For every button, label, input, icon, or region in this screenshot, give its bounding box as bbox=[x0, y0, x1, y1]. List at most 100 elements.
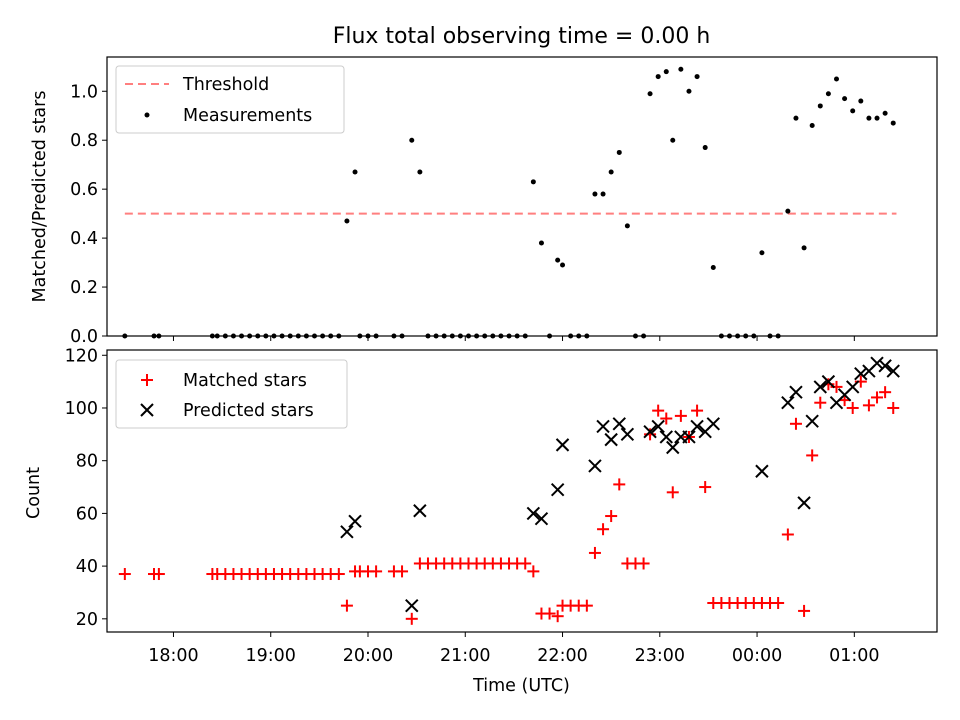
measurement-point bbox=[417, 169, 423, 175]
measurement-point bbox=[702, 145, 708, 151]
top-y-tick-label: 1.0 bbox=[70, 82, 98, 102]
matched-star-marker bbox=[699, 481, 712, 494]
measurement-point bbox=[801, 245, 807, 251]
matched-star-marker bbox=[789, 417, 802, 430]
predicted-star-marker bbox=[690, 419, 704, 434]
matched-star-marker bbox=[340, 599, 353, 612]
measurement-point bbox=[817, 103, 823, 109]
measurement-point bbox=[555, 257, 561, 263]
bottom-y-axis-label: Count bbox=[24, 467, 44, 519]
measurement-point bbox=[655, 74, 661, 80]
measurement-point bbox=[694, 74, 700, 80]
predicted-star-marker bbox=[413, 504, 427, 518]
top-legend-measurements-label: Measurements bbox=[183, 106, 312, 126]
top-y-tick-label: 0.8 bbox=[70, 131, 98, 151]
matched-star-marker bbox=[605, 510, 618, 523]
bottom-y-tick-label: 60 bbox=[76, 504, 98, 524]
matched-star-marker bbox=[660, 412, 673, 425]
predicted-star-marker bbox=[340, 525, 354, 539]
matched-star-marker bbox=[666, 486, 679, 499]
matched-star-marker bbox=[862, 399, 875, 412]
x-tick-label: 19:00 bbox=[246, 646, 296, 666]
measurement-point bbox=[710, 264, 716, 270]
predicted-star-marker bbox=[651, 419, 665, 434]
bottom-legend-matched-label: Matched stars bbox=[183, 371, 307, 391]
predicted-star-marker bbox=[550, 482, 565, 497]
top-y-tick-label: 0.0 bbox=[70, 327, 98, 347]
measurement-point bbox=[759, 250, 765, 256]
matched-star-marker bbox=[527, 565, 540, 578]
bottom-y-tick-label: 100 bbox=[65, 399, 98, 419]
measurement-point bbox=[678, 66, 684, 72]
matched-star-marker bbox=[798, 604, 811, 617]
matched-star-marker bbox=[396, 565, 409, 578]
predicted-star-marker bbox=[612, 417, 626, 431]
top-legend-box bbox=[115, 65, 345, 134]
measurement-point bbox=[686, 88, 692, 94]
measurement-point bbox=[874, 115, 880, 121]
predicted-star-marker bbox=[588, 459, 602, 473]
top-y-tick-label: 0.4 bbox=[70, 229, 98, 249]
measurement-point bbox=[858, 98, 864, 104]
matched-star-marker bbox=[370, 565, 383, 578]
predicted-star-marker bbox=[659, 430, 673, 444]
matched-star-marker bbox=[543, 607, 556, 620]
top-y-axis-label: Matched/Predicted stars bbox=[30, 91, 50, 303]
measurement-point bbox=[842, 96, 848, 102]
predicted-star-marker bbox=[526, 506, 541, 521]
bottom-legend: Matched stars Predicted stars bbox=[115, 359, 348, 429]
top-legend-threshold-label: Threshold bbox=[182, 75, 269, 95]
matched-star-marker bbox=[405, 612, 418, 625]
x-tick-label: 18:00 bbox=[148, 646, 198, 666]
measurement-point bbox=[624, 223, 630, 229]
predicted-star-marker bbox=[682, 430, 696, 444]
measurement-point bbox=[825, 91, 831, 97]
matched-star-marker bbox=[118, 568, 131, 581]
measurement-point bbox=[608, 169, 614, 175]
measurement-point bbox=[409, 137, 415, 143]
x-tick-label: 00:00 bbox=[732, 646, 782, 666]
measurement-point bbox=[890, 120, 896, 126]
measurement-point bbox=[850, 108, 856, 114]
top-y-tick-label: 0.6 bbox=[70, 180, 98, 200]
matched-star-marker bbox=[846, 401, 859, 414]
predicted-star-marker bbox=[821, 374, 836, 389]
top-legend-measurements-swatch bbox=[144, 112, 150, 118]
predicted-star-marker bbox=[870, 356, 884, 370]
x-tick-label: 21:00 bbox=[440, 646, 490, 666]
matched-star-marker bbox=[152, 568, 165, 581]
matched-star-marker bbox=[613, 478, 626, 491]
x-tick-label: 23:00 bbox=[635, 646, 685, 666]
bottom-y-tick-label: 40 bbox=[76, 557, 98, 577]
matched-star-marker bbox=[871, 391, 884, 404]
measurement-point bbox=[793, 115, 799, 121]
matched-star-marker bbox=[887, 401, 900, 414]
matched-star-marker bbox=[772, 597, 785, 610]
measurement-point bbox=[882, 110, 888, 116]
measurement-point bbox=[833, 76, 839, 82]
top-plot-area: 0.0 0.2 0.4 0.6 0.8 1.0 bbox=[70, 66, 897, 347]
predicted-star-marker bbox=[878, 359, 892, 373]
bottom-legend-predicted-label: Predicted stars bbox=[183, 401, 314, 421]
predicted-star-marker bbox=[604, 432, 618, 447]
matched-star-marker bbox=[597, 523, 610, 536]
predicted-star-marker bbox=[755, 464, 769, 478]
predicted-star-marker bbox=[596, 419, 610, 434]
predicted-star-marker bbox=[781, 396, 795, 410]
top-legend: Threshold Measurements bbox=[115, 65, 345, 134]
measurement-point bbox=[592, 191, 598, 197]
predicted-star-marker bbox=[886, 364, 900, 378]
measurement-point bbox=[663, 69, 669, 75]
x-axis-label: Time (UTC) bbox=[472, 676, 570, 696]
bottom-y-tick-label: 80 bbox=[76, 452, 98, 472]
measurement-point bbox=[538, 240, 544, 246]
bottom-y-tick-label: 120 bbox=[65, 346, 98, 366]
predicted-star-marker bbox=[706, 417, 720, 431]
predicted-star-marker bbox=[789, 385, 803, 399]
measurement-point bbox=[785, 208, 791, 214]
x-tick-label: 22:00 bbox=[537, 646, 587, 666]
matched-star-marker bbox=[580, 599, 593, 612]
predicted-star-marker bbox=[555, 438, 570, 452]
measurement-point bbox=[530, 179, 536, 185]
